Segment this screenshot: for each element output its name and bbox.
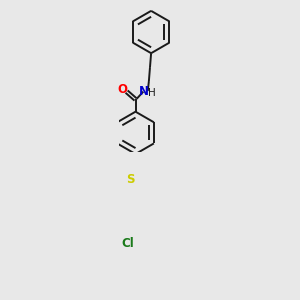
Text: S: S: [126, 172, 134, 186]
Text: H: H: [148, 88, 155, 98]
Text: Cl: Cl: [121, 237, 134, 250]
Text: N: N: [139, 85, 149, 98]
Text: O: O: [117, 83, 127, 96]
